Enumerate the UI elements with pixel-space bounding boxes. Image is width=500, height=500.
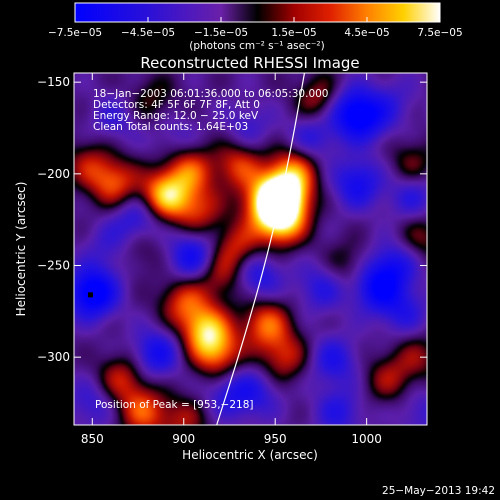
y-tick-label: −200 (37, 167, 70, 181)
annotation-time: 18−Jan−2003 06:01:36.000 to 06:05:30.000 (93, 88, 329, 100)
y-axis-label: Heliocentric Y (arcsec) (14, 182, 28, 317)
peak-marker-dot (87, 292, 93, 298)
footer-date: 25−May−2013 19:42 (382, 485, 495, 497)
x-tick-label: 850 (81, 432, 104, 446)
colorbar-gradient (75, 3, 440, 22)
colorbar-frame (74, 2, 441, 23)
colorbar-tick-label: 4.5e−05 (344, 27, 389, 39)
x-axis-label: Heliocentric X (arcsec) (182, 448, 318, 462)
heatmap (74, 73, 427, 425)
annotation-block: 18−Jan−2003 06:01:36.000 to 06:05:30.000… (93, 88, 329, 133)
colorbar-tick-label: 1.5e−05 (271, 27, 316, 39)
x-tick-label: 1000 (351, 432, 382, 446)
y-axis: −150 −200 −250 −300 (37, 75, 427, 364)
peak-position-label: Position of Peak = [953,−218] (95, 399, 254, 411)
heatmap-image (74, 73, 427, 425)
y-tick-label: −150 (37, 75, 70, 89)
x-tick-label: 900 (172, 432, 195, 446)
x-tick-label: 950 (264, 432, 287, 446)
y-tick-label: −250 (37, 259, 70, 273)
colorbar-units: (photons cm⁻² s⁻¹ asec⁻²) (189, 40, 324, 52)
annotation-counts: Clean Total counts: 1.64E+03 (93, 121, 248, 133)
colorbar-tick-label: −7.5e−05 (48, 27, 102, 39)
annotation-detectors: Detectors: 4F 5F 6F 7F 8F, Att 0 (93, 99, 260, 111)
colorbar-tick-label: −4.5e−05 (121, 27, 175, 39)
chart-title: Reconstructed RHESSI Image (140, 54, 359, 72)
y-tick-label: −300 (37, 350, 70, 364)
plot-frame (73, 72, 428, 426)
solar-limb-curve (216, 73, 306, 425)
colorbar: −7.5e−05 −4.5e−05 −1.5e−05 1.5e−05 4.5e−05 7.… (48, 2, 463, 52)
colorbar-tick-label: 7.5e−05 (417, 27, 462, 39)
annotation-energy: Energy Range: 12.0 − 25.0 keV (93, 110, 259, 122)
colorbar-tick-label: −1.5e−05 (194, 27, 248, 39)
x-axis: 850 900 950 1000 (81, 73, 382, 446)
